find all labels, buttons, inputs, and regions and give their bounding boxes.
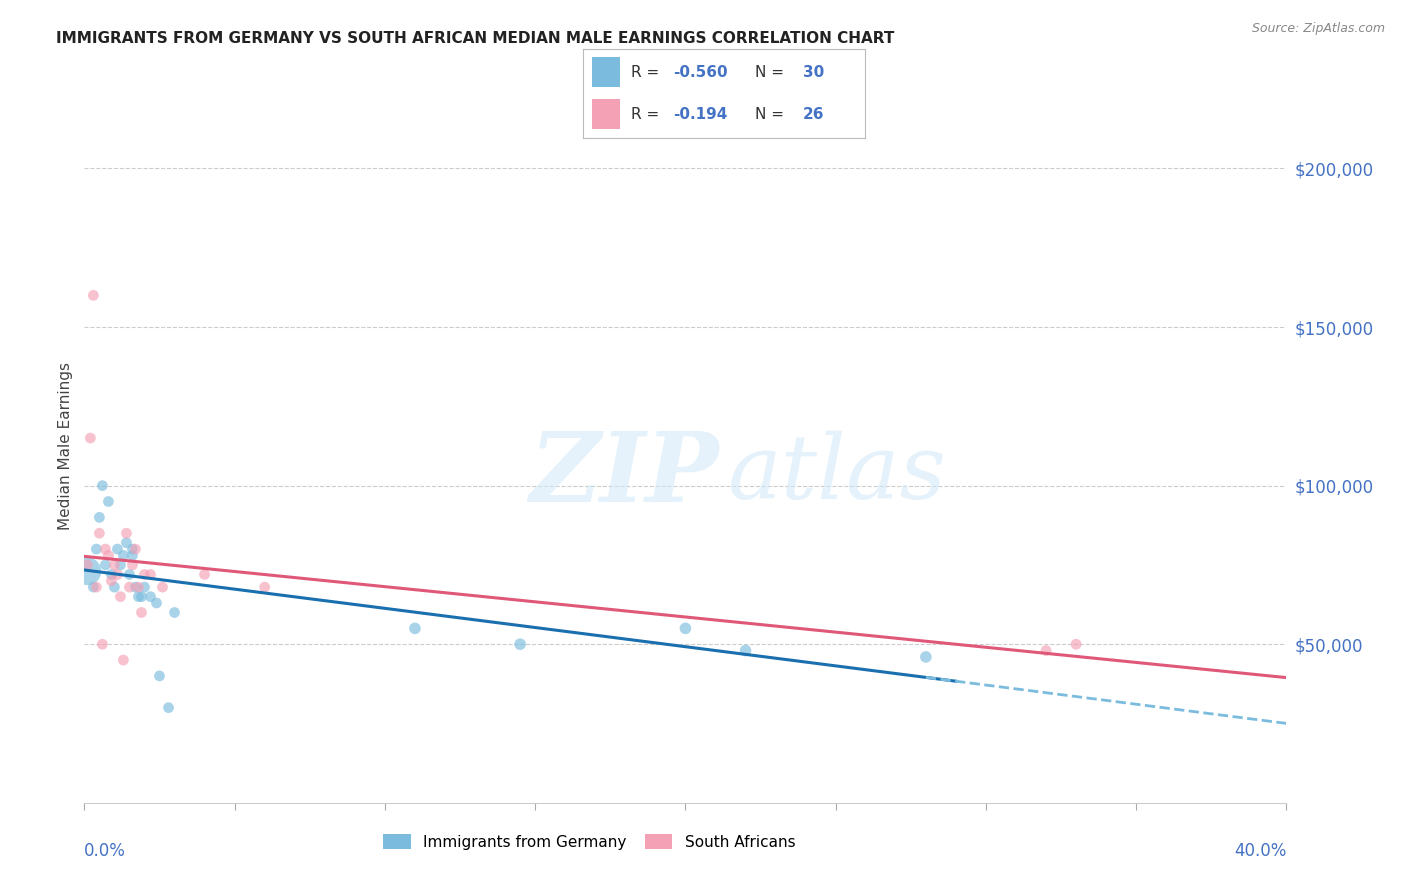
Point [915,649,938,664]
Point [157,700,180,714]
Point [404,621,426,635]
Text: -0.560: -0.560 [673,65,728,79]
Point [97,549,120,563]
Text: 30: 30 [803,65,824,79]
Point [118,580,141,594]
Point [86,580,108,594]
Point [734,643,756,657]
Point [131,590,153,604]
Point [89,526,111,541]
Point [134,567,156,582]
Text: Source: ZipAtlas.com: Source: ZipAtlas.com [1251,22,1385,36]
Point [100,574,122,588]
Point [148,669,170,683]
Point [121,549,143,563]
Point [76,564,98,578]
Text: 40.0%: 40.0% [1234,842,1286,860]
Point [194,567,217,582]
Point [79,431,101,445]
Bar [592,99,620,129]
Legend: Immigrants from Germany, South Africans: Immigrants from Germany, South Africans [377,828,801,855]
Point [253,580,276,594]
Point [139,590,162,604]
Point [94,558,117,572]
Point [82,288,104,302]
Point [124,580,146,594]
Point [103,558,125,572]
Point [115,535,138,549]
Point [152,580,174,594]
Point [127,580,149,594]
Y-axis label: Median Male Earnings: Median Male Earnings [58,362,73,530]
Point [86,542,108,557]
Point [127,590,149,604]
Point [121,558,143,572]
Point [97,494,120,508]
Text: IMMIGRANTS FROM GERMANY VS SOUTH AFRICAN MEDIAN MALE EARNINGS CORRELATION CHART: IMMIGRANTS FROM GERMANY VS SOUTH AFRICAN… [56,31,894,46]
Point [131,606,153,620]
Point [94,542,117,557]
Point [145,596,167,610]
Point [112,549,135,563]
Point [76,558,98,572]
Point [91,637,114,651]
Point [82,580,104,594]
Point [675,621,697,635]
Point [139,567,162,582]
Point [91,478,114,492]
Point [124,542,146,557]
Text: N =: N = [755,65,789,79]
Point [163,606,186,620]
Point [100,567,122,582]
Point [110,558,132,572]
Point [509,637,531,651]
Text: R =: R = [631,107,669,121]
Text: ZIP: ZIP [529,427,718,522]
Text: -0.194: -0.194 [673,107,728,121]
Point [112,653,135,667]
Point [107,542,129,557]
Point [121,542,143,557]
Text: 26: 26 [803,107,824,121]
Text: R =: R = [631,65,665,79]
Text: N =: N = [755,107,789,121]
Text: atlas: atlas [727,431,946,518]
Bar [592,57,620,87]
Point [103,580,125,594]
Point [107,567,129,582]
Text: 0.0%: 0.0% [84,842,127,860]
Point [115,526,138,541]
Point [89,510,111,524]
Point [134,580,156,594]
Point [118,567,141,582]
Point [1064,637,1087,651]
Point [1035,643,1057,657]
Point [110,590,132,604]
